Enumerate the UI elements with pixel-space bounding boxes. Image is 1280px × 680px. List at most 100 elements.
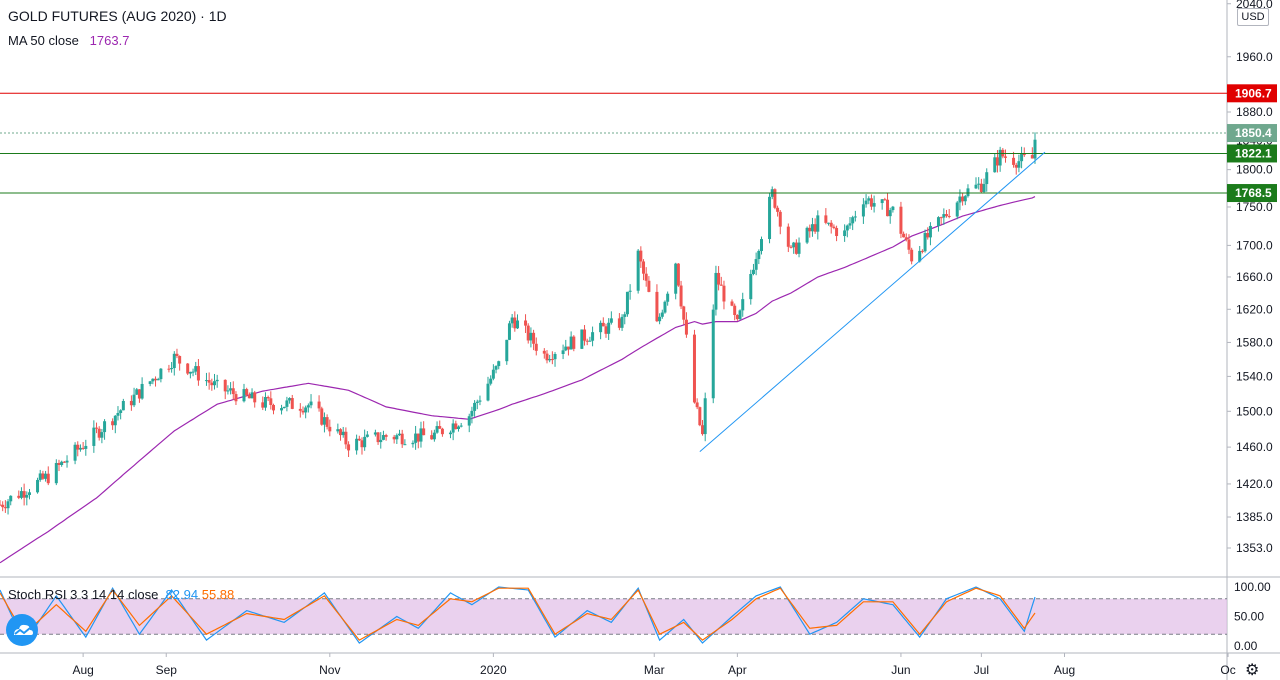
x-tick-label: Apr — [728, 663, 747, 677]
y-tick-label: 1620.0 — [1236, 302, 1273, 316]
candle-body — [886, 199, 890, 217]
candle-body — [25, 494, 29, 498]
stoch-y-tick-label: 50.00 — [1234, 610, 1264, 624]
candle-body — [958, 196, 962, 203]
candle-body — [869, 198, 873, 207]
candle-body — [301, 410, 305, 413]
candle-body — [347, 444, 351, 451]
candle-body — [620, 316, 624, 328]
candle-body — [250, 392, 254, 399]
candle-body — [322, 417, 326, 425]
candle-body — [448, 432, 452, 435]
candle-body — [623, 314, 627, 317]
candle-body — [730, 301, 734, 306]
candle-body — [786, 226, 790, 247]
candle-body — [548, 359, 552, 361]
candle-body — [768, 196, 772, 240]
candle-body — [116, 412, 120, 416]
candle-body — [78, 447, 82, 450]
candle-body — [365, 434, 369, 437]
candle-body — [899, 206, 903, 234]
candle-body — [639, 250, 643, 262]
candle-body — [910, 249, 914, 262]
candle-body — [416, 433, 420, 442]
candle-body — [27, 492, 31, 495]
candle-body — [1030, 155, 1034, 159]
candle-body — [357, 438, 361, 441]
candle-body — [360, 440, 364, 448]
candle-body — [741, 299, 745, 311]
candle-body — [392, 436, 396, 440]
price-tag-label: 1822.1 — [1235, 146, 1272, 160]
candle-body — [907, 239, 911, 250]
candle-body — [97, 428, 101, 438]
candle-body — [583, 329, 587, 341]
candle-body — [475, 401, 479, 403]
candle-body — [797, 242, 801, 254]
candle-body — [609, 318, 613, 323]
candle-body — [344, 431, 348, 445]
price-tag-bg — [1227, 124, 1277, 143]
candle-body — [454, 423, 458, 429]
candle-body — [430, 435, 434, 440]
candle-body — [119, 410, 123, 413]
candle-body — [17, 495, 21, 498]
candle-body — [891, 206, 895, 211]
candle-body — [835, 228, 839, 237]
candle-body — [54, 462, 58, 484]
candle-body — [995, 157, 999, 166]
candle-body — [717, 272, 721, 285]
candle-body — [234, 394, 238, 402]
candle-body — [843, 230, 847, 237]
candle-body — [636, 250, 640, 291]
candle-body — [805, 227, 809, 243]
x-tick-label: Mar — [644, 663, 665, 677]
candle-body — [942, 214, 946, 218]
currency-button[interactable]: USD — [1237, 8, 1269, 26]
candle-body — [363, 436, 367, 448]
candle-body — [132, 394, 136, 406]
candle-body — [792, 242, 796, 248]
stoch-d-line — [0, 587, 1036, 641]
candle-body — [510, 317, 514, 324]
candle-body — [247, 394, 251, 399]
candle-body — [186, 363, 190, 374]
candle-body — [751, 269, 755, 274]
candle-body — [735, 315, 739, 320]
candle-body — [827, 222, 831, 224]
candle-body — [411, 442, 415, 445]
candle-body — [213, 381, 217, 386]
candle-body — [569, 336, 573, 350]
candle-body — [810, 224, 814, 232]
candle-body — [210, 382, 214, 386]
candle-body — [719, 284, 723, 286]
candle-body — [564, 346, 568, 351]
candle-body — [156, 379, 160, 381]
candle-body — [414, 433, 418, 443]
interval-label: 1D — [208, 8, 227, 24]
candle-body — [60, 461, 64, 465]
candle-body — [947, 215, 951, 217]
candle-body — [271, 404, 275, 411]
candle-body — [945, 214, 949, 216]
x-tick-label: Jun — [891, 663, 910, 677]
x-tick-label: Oc — [1220, 663, 1235, 677]
candle-body — [76, 444, 80, 450]
candle-body — [507, 323, 511, 340]
y-tick-label: 1750.0 — [1236, 200, 1273, 214]
candle-body — [419, 428, 423, 442]
candle-body — [588, 340, 592, 342]
candle-body — [282, 406, 286, 409]
candle-body — [226, 390, 230, 392]
stoch-d-value: 55.88 — [201, 587, 235, 602]
tradingview-logo-icon[interactable] — [6, 614, 38, 646]
candle-body — [1022, 153, 1026, 156]
candle-body — [1012, 157, 1016, 165]
support-trendline — [699, 151, 1046, 453]
candle-body — [38, 473, 42, 480]
y-tick-label: 1460.0 — [1236, 440, 1273, 454]
candle-body — [478, 400, 482, 402]
gear-icon[interactable]: ⚙ — [1245, 662, 1260, 679]
